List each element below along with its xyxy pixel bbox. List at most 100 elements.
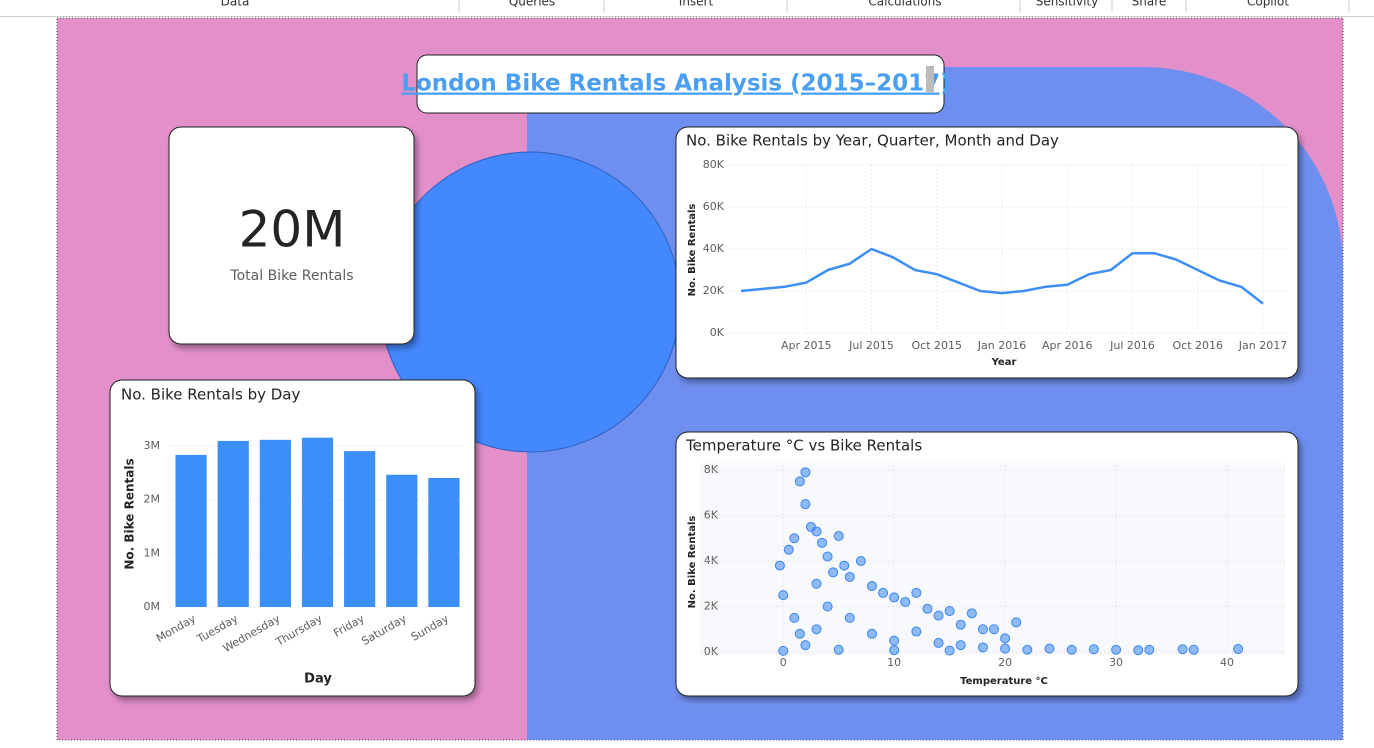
y-tick-label: 40K — [703, 242, 725, 255]
scatter-point — [822, 551, 833, 562]
x-tick-label: 0 — [780, 656, 787, 669]
x-tick-label: Oct 2015 — [911, 339, 962, 352]
scatter-point — [977, 624, 988, 635]
chart-title: No. Bike Rentals by Year, Quarter, Month… — [686, 132, 1059, 150]
scatter-point — [1044, 643, 1055, 654]
scatter-point — [866, 628, 877, 639]
menu-item[interactable]: Calculations — [868, 0, 941, 9]
scatter-point — [977, 642, 988, 653]
scatter-point — [811, 624, 822, 635]
scatter-point — [878, 587, 889, 598]
scatter-point — [789, 612, 800, 623]
scatter-point — [911, 587, 922, 598]
y-tick-label: 0K — [704, 645, 719, 658]
scatter-point — [855, 556, 866, 567]
scatter-point — [844, 612, 855, 623]
scatter-point — [789, 533, 800, 544]
scatter-point — [989, 624, 1000, 635]
scatter-point — [889, 645, 900, 656]
y-tick-label: 0M — [144, 600, 161, 613]
report-title[interactable]: London Bike Rentals Analysis (2015–2017) — [401, 71, 950, 97]
scatter-point — [1177, 644, 1188, 655]
y-tick-label: 6K — [704, 509, 719, 522]
menu-item[interactable]: Share — [1132, 0, 1167, 9]
x-axis-title: Temperature °C — [960, 676, 1048, 687]
scatter-point — [774, 560, 785, 571]
x-tick-label: Jul 2016 — [1109, 339, 1155, 352]
x-tick-label: Oct 2016 — [1172, 339, 1223, 352]
bar — [428, 478, 460, 607]
y-tick-label: 80K — [703, 158, 725, 171]
scatter-point — [794, 628, 805, 639]
ribbon — [0, 0, 1374, 17]
scatter-point — [800, 640, 811, 651]
y-tick-label: 3M — [144, 439, 161, 452]
scatter-point — [889, 592, 900, 603]
scatter-point — [900, 596, 911, 607]
scatter-point — [1000, 633, 1011, 644]
x-tick-label: 40 — [1220, 656, 1234, 669]
scatter-point — [844, 571, 855, 582]
bar — [175, 454, 207, 607]
y-tick-label: 60K — [703, 200, 725, 213]
scatter-point — [1011, 617, 1022, 628]
scatter-point — [778, 645, 789, 656]
y-tick-label: 2K — [704, 600, 719, 613]
scatter-point — [1188, 644, 1199, 655]
kpi-card — [168, 126, 415, 345]
kpi-label: Total Bike Rentals — [229, 268, 353, 284]
menu-item[interactable]: Data — [221, 0, 250, 9]
scatter-point — [933, 610, 944, 621]
scatter-point — [889, 635, 900, 646]
x-axis-title: Year — [991, 357, 1017, 368]
scatter-point — [922, 603, 933, 614]
x-tick-label: Apr 2016 — [1042, 339, 1093, 352]
bar — [217, 440, 249, 607]
scatter-point — [778, 590, 789, 601]
menu-item[interactable]: Queries — [509, 0, 555, 9]
plot-background — [700, 463, 1285, 655]
bar — [259, 439, 291, 607]
x-tick-label: Jul 2015 — [848, 339, 894, 352]
scatter-point — [817, 537, 828, 548]
chart-title: No. Bike Rentals by Day — [121, 386, 300, 404]
bar-card — [109, 379, 476, 697]
x-tick-label: 20 — [998, 656, 1012, 669]
x-axis-title: Day — [304, 672, 332, 687]
bar — [386, 474, 418, 607]
scatter-point — [794, 476, 805, 487]
menu-item[interactable]: Insert — [679, 0, 714, 9]
scatter-point — [1000, 643, 1011, 654]
y-tick-label: 20K — [703, 284, 725, 297]
scatter-point — [944, 606, 955, 617]
scatter-point — [839, 560, 850, 571]
scroll-handle — [926, 66, 934, 92]
scatter-point — [1144, 644, 1155, 655]
scatter-point — [944, 645, 955, 656]
scatter-point — [866, 581, 877, 592]
scatter-point — [1088, 644, 1099, 655]
scatter-point — [911, 626, 922, 637]
y-axis-title: No. Bike Rentals — [687, 516, 698, 609]
scatter-point — [1111, 644, 1122, 655]
scatter-point — [828, 567, 839, 578]
scatter-point — [1233, 644, 1244, 655]
scatter-point — [1066, 644, 1077, 655]
scatter-point — [800, 499, 811, 510]
scatter-point — [955, 640, 966, 651]
y-tick-label: 0K — [710, 326, 725, 339]
scatter-point — [811, 578, 822, 589]
y-tick-label: 2M — [144, 493, 161, 506]
scatter-point — [822, 601, 833, 612]
menu-item[interactable]: Copilot — [1247, 0, 1289, 9]
line-series — [740, 247, 1264, 305]
x-tick-label: Apr 2015 — [781, 339, 832, 352]
kpi-value: 20M — [239, 201, 346, 259]
scatter-point — [833, 531, 844, 542]
scatter-point — [1133, 645, 1144, 656]
menu-item[interactable]: Sensitivity — [1036, 0, 1098, 9]
scatter-point — [966, 608, 977, 619]
y-tick-label: 8K — [704, 463, 719, 476]
scatter-point — [783, 544, 794, 555]
